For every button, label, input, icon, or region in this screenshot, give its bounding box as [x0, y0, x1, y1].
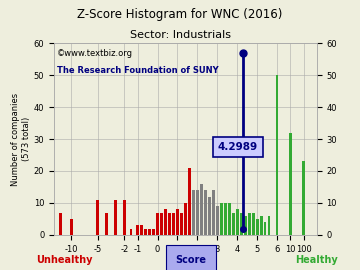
Text: Unhealthy: Unhealthy [37, 255, 93, 265]
Bar [267, 216, 270, 235]
Bar [212, 190, 215, 235]
Bar [184, 203, 187, 235]
Bar [152, 228, 155, 235]
Y-axis label: Number of companies
(573 total): Number of companies (573 total) [12, 93, 31, 185]
Bar [123, 200, 126, 235]
Bar [105, 212, 108, 235]
Bar [208, 197, 211, 235]
Bar [204, 190, 207, 235]
Text: Healthy: Healthy [296, 255, 338, 265]
Bar [136, 225, 139, 235]
Bar [232, 212, 235, 235]
Text: Score: Score [175, 255, 206, 265]
Bar [144, 228, 147, 235]
Bar [140, 225, 143, 235]
Bar [192, 190, 195, 235]
Bar [248, 212, 251, 235]
Bar [236, 209, 239, 235]
Text: Sector: Industrials: Sector: Industrials [130, 30, 230, 40]
Bar [156, 212, 159, 235]
Bar [164, 209, 167, 235]
Bar [275, 75, 278, 235]
Bar [302, 161, 305, 235]
Bar [160, 212, 163, 235]
Bar [302, 228, 305, 235]
Bar [289, 133, 292, 235]
Bar [220, 203, 223, 235]
Bar [168, 212, 171, 235]
Bar [200, 184, 203, 235]
Bar [96, 200, 99, 235]
Bar [172, 212, 175, 235]
Bar [188, 168, 191, 235]
Bar [148, 228, 151, 235]
Bar [176, 209, 179, 235]
Bar [260, 216, 262, 235]
Bar [59, 212, 62, 235]
Bar [228, 203, 231, 235]
Bar [130, 228, 132, 235]
Bar [252, 212, 255, 235]
Text: Z-Score Histogram for WNC (2016): Z-Score Histogram for WNC (2016) [77, 8, 283, 21]
Bar [114, 200, 117, 235]
Bar [224, 203, 227, 235]
Text: The Research Foundation of SUNY: The Research Foundation of SUNY [57, 66, 218, 75]
Bar [216, 206, 219, 235]
Bar [256, 219, 258, 235]
Bar [240, 212, 243, 235]
Bar [70, 219, 73, 235]
Bar [244, 216, 247, 235]
Text: 4.2989: 4.2989 [218, 142, 258, 152]
Bar [196, 190, 199, 235]
Bar [180, 212, 183, 235]
Bar [264, 222, 266, 235]
Text: ©www.textbiz.org: ©www.textbiz.org [57, 49, 132, 58]
